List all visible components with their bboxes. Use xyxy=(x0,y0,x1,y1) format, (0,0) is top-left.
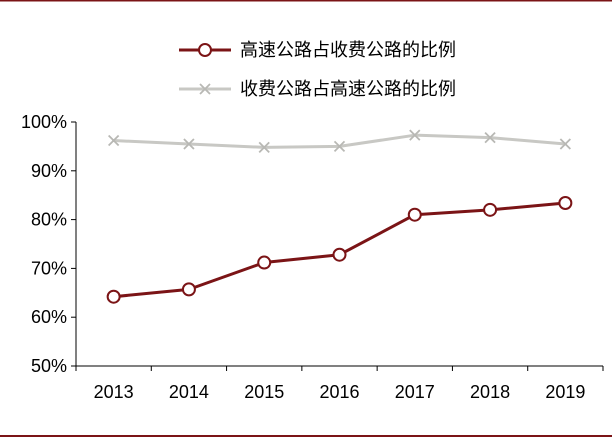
series-2-point xyxy=(183,138,195,150)
series-layer xyxy=(106,129,573,304)
legend-entry-2: 收费公路占高速公路的比例 xyxy=(179,79,456,100)
series-1-point xyxy=(558,196,573,211)
axes: 50% 60% 70% 80% 90% 100% 2013 2014 2015 2016 2017 2… xyxy=(21,112,604,402)
legend-swatch-marker-2 xyxy=(199,83,211,95)
y-tick-label: 80% xyxy=(31,210,67,230)
y-tick-label: 70% xyxy=(31,258,67,278)
series-2-point xyxy=(108,134,120,147)
legend-label-1: 高速公路占收费公路的比例 xyxy=(240,40,456,61)
legend-label-2: 收费公路占高速公路的比例 xyxy=(240,79,456,100)
series-2-point xyxy=(333,140,346,153)
series-2-point xyxy=(409,129,421,141)
x-tick-label: 2018 xyxy=(470,382,510,402)
series-2-point xyxy=(258,141,270,154)
series-2-point xyxy=(484,131,496,144)
y-tick-label: 60% xyxy=(31,307,67,327)
y-tick-label: 90% xyxy=(31,161,67,181)
series-2-point xyxy=(559,138,571,150)
series-1-point xyxy=(483,202,498,217)
series-1-point xyxy=(407,207,422,222)
x-tick-label: 2017 xyxy=(395,382,435,402)
legend: 高速公路占收费公路的比例 收费公路占高速公路的比例 xyxy=(179,40,456,100)
series-1 xyxy=(106,196,573,304)
x-tick-label: 2019 xyxy=(545,382,585,402)
series-2 xyxy=(108,129,571,154)
x-tick-label: 2014 xyxy=(169,382,209,402)
series-1-point xyxy=(332,247,347,262)
x-tick-label: 2016 xyxy=(319,382,359,402)
series-1-point xyxy=(257,255,272,270)
series-1-point xyxy=(181,282,196,297)
x-tick-label: 2013 xyxy=(94,382,134,402)
y-tick-label: 50% xyxy=(31,356,67,376)
series-1-point xyxy=(106,289,121,304)
x-tick-label: 2015 xyxy=(244,382,284,402)
y-tick-label: 100% xyxy=(21,112,67,132)
legend-entry-1: 高速公路占收费公路的比例 xyxy=(179,40,456,61)
legend-swatch-marker-1 xyxy=(198,43,212,57)
